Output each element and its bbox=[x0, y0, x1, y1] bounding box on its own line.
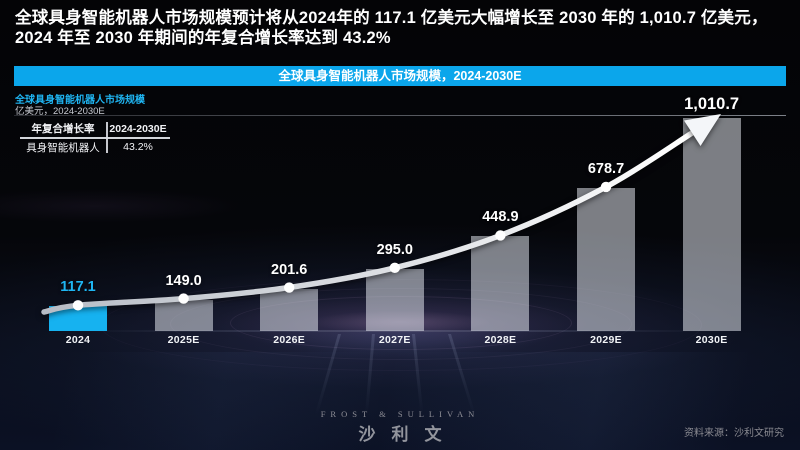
cagr-row-value: 43.2% bbox=[123, 141, 153, 153]
x-axis-label: 2027E bbox=[378, 334, 411, 346]
logo-wordmark-cn: 沙利文 bbox=[358, 425, 458, 444]
value-label: 678.7 bbox=[587, 160, 625, 177]
panel-unit-subtitle: 亿美元，2024-2030E bbox=[15, 106, 105, 117]
value-label: 149.0 bbox=[165, 272, 202, 289]
chart-baseline bbox=[14, 330, 786, 332]
x-axis-label: 2030E bbox=[695, 334, 728, 346]
top-gridline bbox=[14, 115, 786, 116]
x-axis-label: 2028E bbox=[484, 334, 517, 346]
value-label: 1,010.7 bbox=[684, 95, 740, 113]
headline-line2: 2024 年至 2030 年期间的年复合增长率达到 43.2% bbox=[15, 29, 391, 47]
value-label: 117.1 bbox=[60, 279, 96, 296]
cagr-table-rule bbox=[20, 137, 170, 139]
cagr-header-period: 2024-2030E bbox=[109, 122, 167, 135]
cagr-table-header-row: 年复合增长率 2024-2030E bbox=[20, 121, 170, 136]
headline-line1: 全球具身智能机器人市场规模预计将从2024年的 117.1 亿美元大幅增长至 2… bbox=[15, 9, 768, 27]
bottom-light-sheen bbox=[0, 352, 800, 450]
bar-2024 bbox=[49, 306, 107, 331]
x-axis-label: 2026E bbox=[273, 334, 306, 346]
source-note: 资料来源：沙利文研究 bbox=[684, 428, 784, 439]
panel-title: 全球具身智能机器人市场规模 bbox=[15, 95, 145, 106]
value-label: 295.0 bbox=[376, 241, 413, 258]
bar-2026E bbox=[260, 288, 319, 331]
chart-title-banner: 全球具身智能机器人市场规模，2024-2030E bbox=[14, 66, 786, 86]
x-axis-label: 2024 bbox=[65, 334, 91, 346]
bar-2029E bbox=[577, 187, 635, 331]
value-label: 201.6 bbox=[271, 261, 308, 278]
cagr-header-metric: 年复合增长率 bbox=[31, 123, 95, 135]
bar-2030E bbox=[682, 118, 741, 331]
cagr-row-metric: 具身智能机器人 bbox=[26, 141, 100, 154]
frost-sullivan-logo: FROST & SULLIVAN 沙利文 bbox=[0, 409, 800, 445]
x-axis-label: 2025E bbox=[167, 334, 200, 346]
bar-2027E bbox=[365, 268, 424, 331]
bar-2028E bbox=[471, 236, 530, 331]
value-label: 448.9 bbox=[482, 209, 519, 226]
x-axis-label: 2029E bbox=[590, 334, 622, 346]
cagr-table-divider bbox=[106, 122, 108, 153]
horizon-glow bbox=[200, 332, 600, 402]
logo-wordmark-en: FROST & SULLIVAN bbox=[320, 409, 480, 419]
headline: 全球具身智能机器人市场规模预计将从2024年的 117.1 亿美元大幅增长至 2… bbox=[15, 8, 768, 48]
bar-2025E bbox=[154, 299, 213, 331]
cagr-table-data-row: 具身智能机器人 43.2% bbox=[20, 140, 170, 155]
cagr-table: 年复合增长率 2024-2030E 具身智能机器人 43.2% bbox=[20, 121, 170, 155]
